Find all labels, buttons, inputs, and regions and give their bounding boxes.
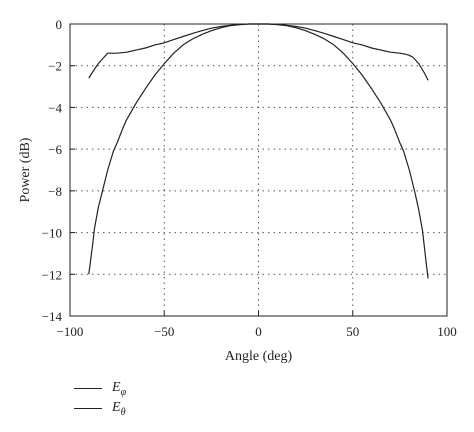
y-tick-label: −10 [42, 226, 62, 241]
legend-subscript-e-theta: θ [120, 406, 126, 418]
y-tick-label: −12 [42, 267, 62, 282]
x-tick-label: 50 [346, 324, 359, 339]
grid [70, 24, 447, 316]
y-axis-title: Power (dB) [18, 137, 33, 202]
x-tick-label: −50 [154, 324, 174, 339]
y-tick-label: −6 [48, 142, 62, 157]
y-tick-label: −2 [48, 59, 62, 74]
axis-ticks: −100 −50 0 50 100 0 −2 −4 −6 −8 −10 −12 −14 [42, 17, 457, 339]
y-tick-label: 0 [56, 17, 63, 32]
x-tick-label: 100 [437, 324, 457, 339]
legend-label-e-phi: E [112, 380, 121, 395]
y-tick-label: −14 [42, 309, 63, 324]
y-tick-label: −4 [48, 100, 62, 115]
x-tick-label: 0 [255, 324, 262, 339]
x-tick-label: −100 [57, 324, 84, 339]
legend-subscript-e-phi: φ [120, 386, 127, 398]
legend-line-e-phi [74, 387, 102, 389]
legend-line-e-theta [74, 407, 102, 409]
y-tick-label: −8 [48, 184, 62, 199]
x-axis-title: Angle (deg) [225, 349, 293, 364]
legend-label-e-theta: E [112, 400, 121, 415]
